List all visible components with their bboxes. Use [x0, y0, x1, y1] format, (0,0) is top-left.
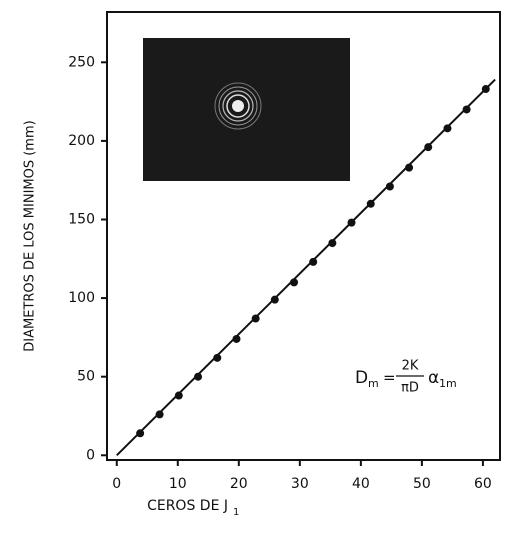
y-tick-label: 100 [68, 290, 95, 306]
eq-lhs-sub: m [368, 377, 379, 390]
x-tick-label: 10 [169, 476, 187, 492]
data-point [424, 143, 433, 152]
data-point [290, 278, 299, 287]
x-tick-label: 60 [474, 476, 492, 492]
inset-photo [143, 38, 350, 181]
eq-denominator: πD [401, 381, 419, 396]
data-point [270, 295, 279, 304]
data-point [405, 163, 414, 172]
x-tick-label: 0 [112, 476, 121, 492]
eq-numerator: 2K [402, 359, 419, 374]
data-point [155, 410, 164, 419]
data-point [443, 124, 452, 133]
equation: D m = 2K πD α 1m [355, 359, 457, 396]
y-axis-label: DIAMETROS DE LOS MINIMOS (mm) [23, 120, 38, 351]
data-point [232, 334, 241, 343]
eq-rhs: α [428, 368, 439, 388]
data-point [347, 218, 356, 227]
data-point [213, 353, 222, 362]
x-tick-label: 40 [352, 476, 370, 492]
data-point [309, 257, 318, 266]
y-tick-label: 0 [86, 447, 95, 463]
x-axis-label: CEROS DE J [147, 498, 228, 514]
data-point [481, 85, 490, 94]
plot-frame [106, 11, 501, 461]
data-point [328, 239, 337, 248]
eq-rhs-sub: 1m [439, 377, 457, 390]
eq-equals: = [383, 369, 396, 387]
x-tick-label: 30 [291, 476, 309, 492]
y-tick-label: 200 [68, 133, 95, 149]
data-point [136, 429, 145, 438]
x-tick-label: 50 [413, 476, 431, 492]
data-point [385, 182, 394, 191]
x-tick-label: 20 [230, 476, 248, 492]
data-point [366, 199, 375, 208]
data-point [462, 105, 471, 114]
x-axis-label-sub: 1 [233, 507, 239, 518]
data-point [251, 314, 260, 323]
data-point [194, 372, 203, 381]
y-tick-label: 150 [68, 211, 95, 227]
data-point [174, 391, 183, 400]
y-tick-label: 50 [77, 369, 95, 385]
eq-lhs: D [355, 368, 368, 388]
y-tick-label: 250 [68, 54, 95, 70]
